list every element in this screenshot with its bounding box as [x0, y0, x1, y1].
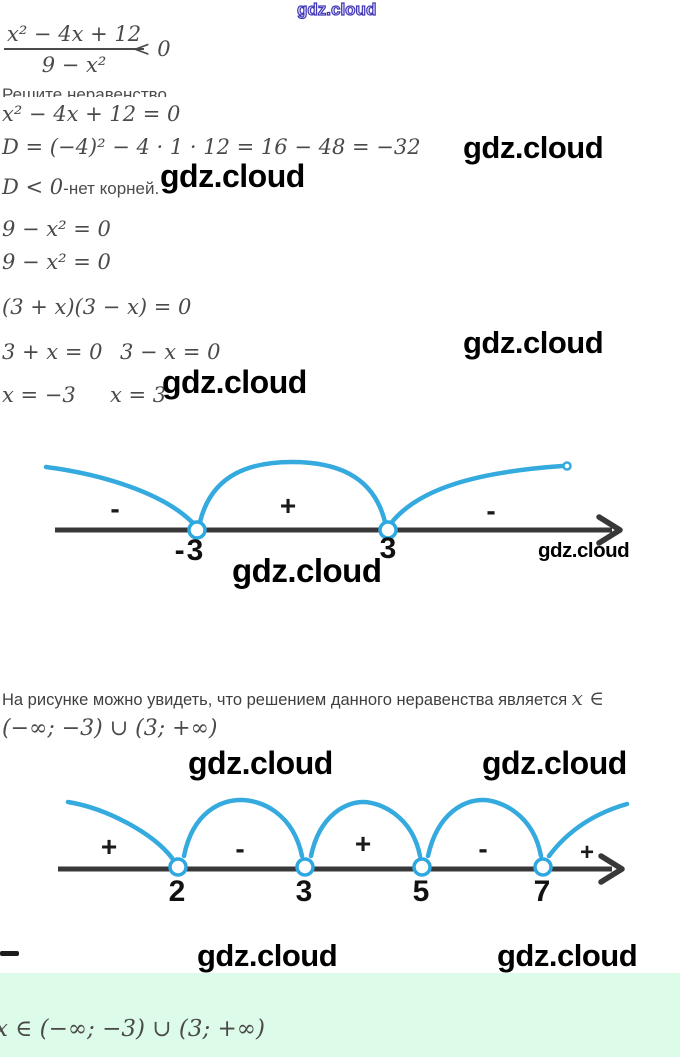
number-line-diagram-2: + - + - + 2 3 5 7	[58, 797, 630, 908]
watermark-text: gdz.cloud	[232, 552, 382, 589]
clipped-heading-text: Решите неравенство	[2, 85, 167, 97]
axis-arrowhead-icon	[598, 853, 625, 885]
watermark-text: gdz.cloud	[463, 130, 604, 165]
sign-curve	[181, 797, 305, 859]
watermark-text: gdz.cloud	[463, 325, 604, 360]
point-label: 3	[380, 532, 399, 565]
equation-note: -нет корней.	[63, 179, 160, 198]
fraction-denominator: 9 − x²	[41, 53, 107, 77]
watermark-text: gdz.cloud	[160, 158, 305, 194]
equation-step: (3 + x)(3 − x) = 0	[2, 295, 192, 319]
interval-sign: -	[486, 495, 495, 526]
curve-end-dot	[562, 461, 572, 471]
equation-step: 9 − x² = 0	[2, 217, 111, 241]
equation-left: 3 + x = 0	[2, 340, 103, 364]
equation-step: D < 0-нет корней.	[2, 175, 159, 199]
interval-sign: +	[355, 828, 371, 859]
watermark-text: gdz.cloud	[482, 745, 627, 781]
interval-sign: -	[235, 833, 244, 864]
number-line-diagram-1: - + - -3 3	[43, 459, 623, 567]
inequality-relation: < 0	[133, 37, 171, 61]
clipped-heading: Решите неравенство	[2, 85, 262, 97]
interval-sign: -	[110, 493, 119, 524]
watermark-text: gdz.cloud	[497, 938, 638, 973]
equation-right: 3 − x = 0	[120, 340, 221, 364]
point-label: 3	[296, 875, 315, 908]
equation-right: x = 3	[110, 383, 167, 407]
equation-step: x² − 4x + 12 = 0	[2, 102, 181, 126]
interval-sign: +	[280, 490, 296, 521]
problem-inequality: x² − 4x + 12 9 − x²	[4, 22, 145, 77]
interval-sign: +	[101, 831, 117, 862]
equation-step: 9 − x² = 0	[2, 250, 111, 274]
watermark-text: gdz.cloud	[188, 745, 333, 781]
fraction: x² − 4x + 12 9 − x²	[4, 22, 145, 77]
final-answer: x ∈ (−∞; −3) ∪ (3; +∞)	[0, 1016, 265, 1042]
conclusion-paragraph: На рисунке можно увидеть, что решением д…	[2, 686, 678, 741]
point-label: 7	[534, 875, 553, 908]
conclusion-text: На рисунке можно увидеть, что решением д…	[2, 691, 568, 709]
point-circle	[168, 857, 188, 877]
point-circle	[187, 520, 207, 540]
watermark-text: gdz.cloud	[197, 938, 338, 973]
point-label: -3	[175, 534, 206, 567]
sign-curve	[65, 799, 175, 861]
sign-curve	[43, 464, 196, 526]
equation-left: x = −3	[2, 383, 76, 407]
watermark-text: gdz.cloud	[296, 0, 377, 19]
sign-curve	[546, 801, 630, 859]
interval-sign: -	[478, 833, 487, 864]
interval-sign: +	[580, 839, 594, 866]
sign-curve	[308, 799, 423, 859]
watermark-text: gdz.cloud	[538, 539, 630, 562]
axis-arrowhead-icon	[596, 514, 623, 546]
point-circle	[533, 857, 553, 877]
clipped-line-fragment	[0, 951, 19, 956]
sign-curve	[197, 459, 388, 525]
point-circle	[412, 857, 432, 877]
point-label: 5	[413, 875, 432, 908]
fraction-numerator: x² − 4x + 12	[7, 22, 142, 46]
fraction-bar	[4, 48, 145, 50]
conclusion-inline-math: x ∈	[571, 686, 605, 710]
point-circle	[295, 857, 315, 877]
equation-step: D = (−4)² − 4 · 1 · 12 = 16 − 48 = −32	[2, 135, 421, 159]
conclusion-interval: (−∞; −3) ∪ (3; +∞)	[2, 716, 218, 741]
sign-curve	[425, 797, 544, 859]
watermark-text: gdz.cloud	[162, 364, 307, 400]
point-circle	[378, 520, 398, 540]
point-label: 2	[169, 875, 188, 908]
equation-math: D < 0	[2, 175, 64, 199]
sign-curve	[389, 463, 565, 525]
answer-footer	[0, 973, 680, 1057]
